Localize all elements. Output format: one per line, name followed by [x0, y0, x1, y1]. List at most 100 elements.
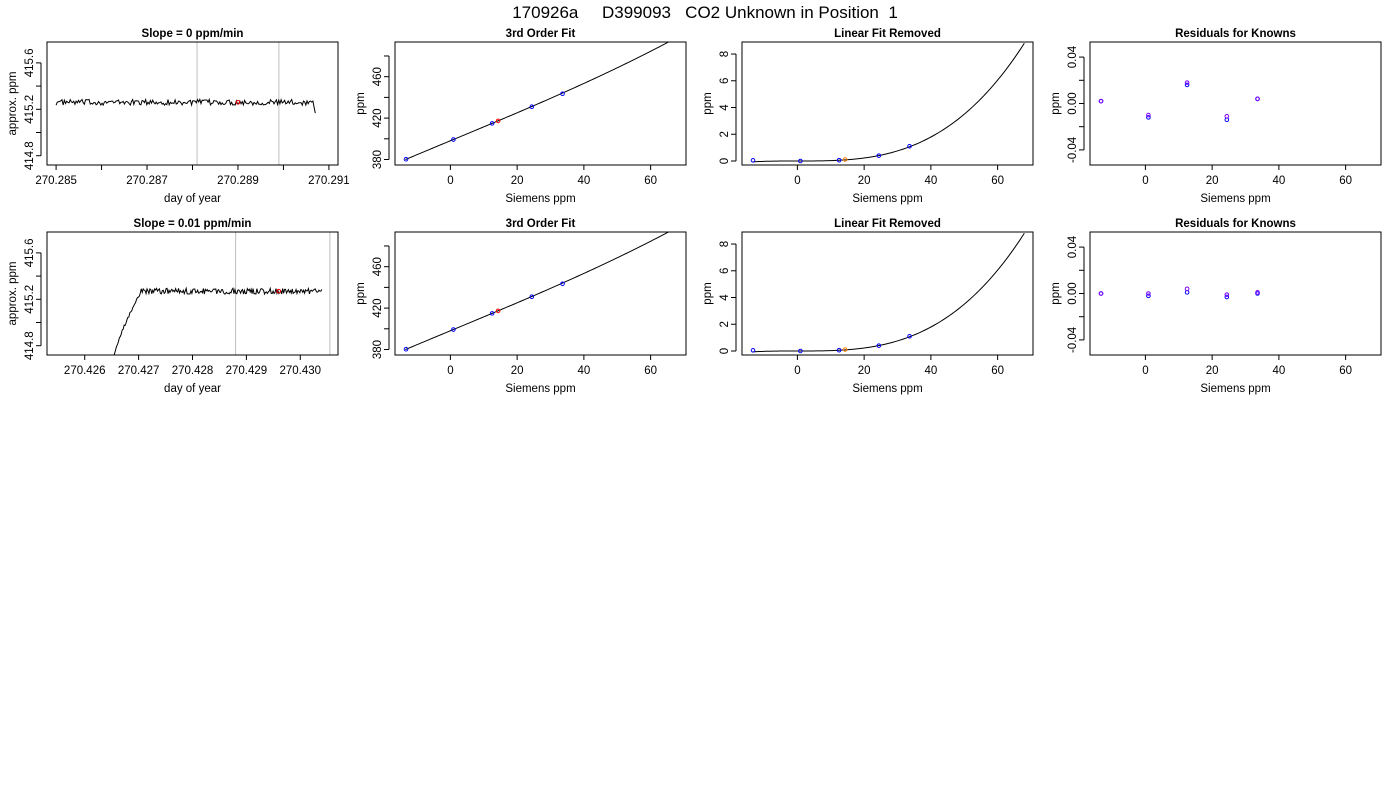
y-tick-label: 0.00	[1067, 282, 1079, 304]
x-tick-label: 40	[1272, 365, 1285, 377]
y-tick-label: 0.04	[1067, 45, 1079, 68]
x-tick-label: 20	[511, 365, 524, 377]
panel-data	[1098, 80, 1260, 123]
panel-title: Linear Fit Removed	[834, 218, 941, 230]
data-point	[1146, 112, 1151, 118]
y-tick-label: 460	[372, 257, 384, 276]
x-tick-label: 270.285	[35, 175, 77, 187]
data-point	[836, 157, 842, 163]
x-tick-label: 60	[1339, 175, 1352, 187]
x-tick-label: 270.430	[279, 365, 321, 377]
x-tick-label: 20	[1206, 175, 1219, 187]
data-point	[276, 288, 282, 294]
y-tick-label: 6	[719, 268, 731, 274]
x-tick-label: 270.426	[64, 365, 106, 377]
plot-frame	[46, 41, 339, 166]
y-axis-label: approx. ppm	[7, 262, 19, 326]
panel-title: Residuals for Knowns	[1175, 28, 1296, 40]
x-tick-label: 20	[1206, 365, 1219, 377]
plot-frame	[741, 231, 1034, 356]
panel-title: 3rd Order Fit	[506, 218, 576, 230]
panel-title: Linear Fit Removed	[834, 28, 941, 40]
panel-title: Residuals for Knowns	[1175, 218, 1296, 230]
x-tick-label: 0	[1142, 175, 1148, 187]
x-axis-label: Siemens ppm	[852, 383, 922, 395]
data-point	[495, 308, 501, 314]
plot-frame	[741, 41, 1034, 166]
data-point	[495, 118, 501, 124]
fit-curve	[405, 42, 670, 161]
y-axis-label: ppm	[355, 92, 367, 114]
y-tick-label: 2	[719, 131, 731, 137]
x-tick-label: 0	[1142, 365, 1148, 377]
y-tick-label: 6	[719, 78, 731, 84]
data-point	[529, 104, 535, 110]
data-point	[750, 158, 756, 163]
x-tick-label: 270.291	[308, 175, 350, 187]
panel-r1-lin: Linear Fit Removed Siemens ppm 0 20 40 60 ppm 0…	[702, 28, 1034, 205]
data-point	[1224, 292, 1230, 297]
panel-title: Slope = 0.01 ppm/min	[134, 218, 252, 230]
y-tick-label: 414.8	[24, 141, 36, 170]
panel-data	[1098, 286, 1260, 300]
data-point	[842, 157, 848, 162]
x-tick-label: 20	[858, 175, 871, 187]
y-tick-label: 415.2	[24, 95, 36, 124]
x-tick-label: 0	[447, 175, 453, 187]
y-tick-label: 414.8	[24, 331, 36, 360]
y-axis-label: ppm	[1050, 92, 1062, 114]
panel-r2-res: Residuals for Knowns Siemens ppm 0 20 40 60 pp…	[1050, 218, 1382, 395]
x-axis-label: Siemens ppm	[1200, 193, 1270, 205]
x-tick-label: 270.428	[172, 365, 214, 377]
data-point	[750, 348, 756, 353]
data-point	[798, 348, 803, 354]
x-axis-label: Siemens ppm	[852, 193, 922, 205]
data-point	[798, 158, 803, 164]
data-point	[1098, 98, 1104, 104]
data-point	[876, 153, 882, 158]
data-point	[1224, 113, 1230, 119]
data-point	[403, 346, 409, 352]
data-point	[560, 281, 565, 287]
series-line	[55, 97, 316, 114]
y-axis-label: ppm	[1050, 282, 1062, 304]
data-point	[1184, 80, 1190, 85]
x-tick-label: 270.427	[118, 365, 160, 377]
y-tick-label: 2	[719, 321, 731, 327]
y-tick-label: -0.04	[1067, 326, 1079, 353]
data-point	[560, 91, 565, 97]
y-tick-label: 8	[719, 51, 731, 57]
panel-data	[403, 232, 670, 352]
plot-frame	[394, 231, 687, 356]
y-tick-label: 420	[372, 109, 384, 128]
data-point	[1255, 290, 1260, 295]
y-tick-label: 4	[719, 104, 731, 111]
data-point	[1146, 115, 1151, 120]
x-tick-label: 270.287	[126, 175, 168, 187]
x-tick-label: 60	[991, 365, 1004, 377]
fit-curve	[405, 232, 670, 351]
panel-data	[750, 233, 1025, 354]
x-axis-label: Siemens ppm	[505, 383, 575, 395]
y-tick-label: 0.00	[1067, 92, 1079, 114]
panel-data	[55, 42, 316, 165]
y-tick-label: -0.04	[1067, 136, 1079, 163]
x-tick-label: 40	[924, 175, 937, 187]
data-point	[876, 343, 882, 348]
x-axis-label: day of year	[164, 383, 221, 395]
x-tick-label: 40	[577, 175, 590, 187]
x-tick-label: 40	[577, 365, 590, 377]
panel-data	[113, 232, 331, 355]
x-tick-label: 60	[1339, 365, 1352, 377]
y-axis-label: ppm	[702, 282, 714, 304]
fit-curve	[752, 233, 1025, 353]
data-point	[489, 121, 495, 126]
data-point	[1184, 286, 1190, 292]
y-tick-label: 4	[719, 294, 731, 301]
panel-data	[750, 43, 1025, 164]
x-tick-label: 0	[447, 365, 453, 377]
panel-r1-res: Residuals for Knowns Siemens ppm 0 20 40 60 pp…	[1050, 28, 1382, 205]
data-point	[403, 156, 409, 162]
data-point	[836, 347, 842, 353]
